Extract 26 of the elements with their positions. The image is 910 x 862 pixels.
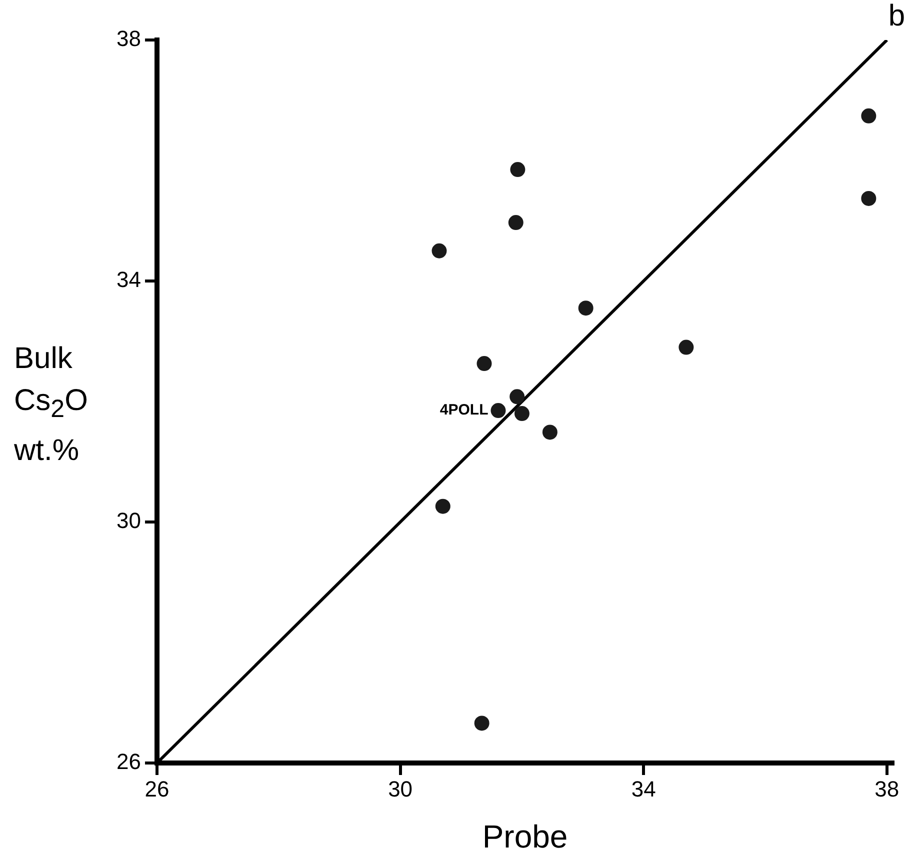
text: b [888, 0, 905, 32]
x-axis-title: Probe [482, 818, 568, 855]
point [432, 243, 447, 258]
point [510, 162, 526, 178]
point [514, 406, 530, 422]
y-tick-label: 30 [116, 508, 141, 534]
point [861, 190, 876, 206]
point [578, 300, 594, 316]
annotation: 4POLL [440, 402, 488, 419]
y-tick-label: 34 [116, 267, 141, 292]
point [510, 389, 525, 404]
point [678, 340, 694, 355]
x-tick-label: 30 [388, 776, 413, 802]
y-tick-label: 38 [116, 26, 141, 52]
x-tick-label: 34 [631, 776, 656, 802]
point [508, 215, 524, 230]
x-tick-label: 38 [874, 776, 900, 802]
point [435, 498, 450, 514]
point [861, 108, 876, 124]
point [476, 356, 492, 372]
point [474, 716, 490, 731]
point [490, 403, 506, 418]
y-tick-label: 26 [116, 749, 141, 774]
point [542, 424, 558, 440]
x-tick-label: 26 [144, 776, 170, 802]
y-axis-title: Bulk Cs$_{2}$O wt.% [14, 341, 89, 469]
